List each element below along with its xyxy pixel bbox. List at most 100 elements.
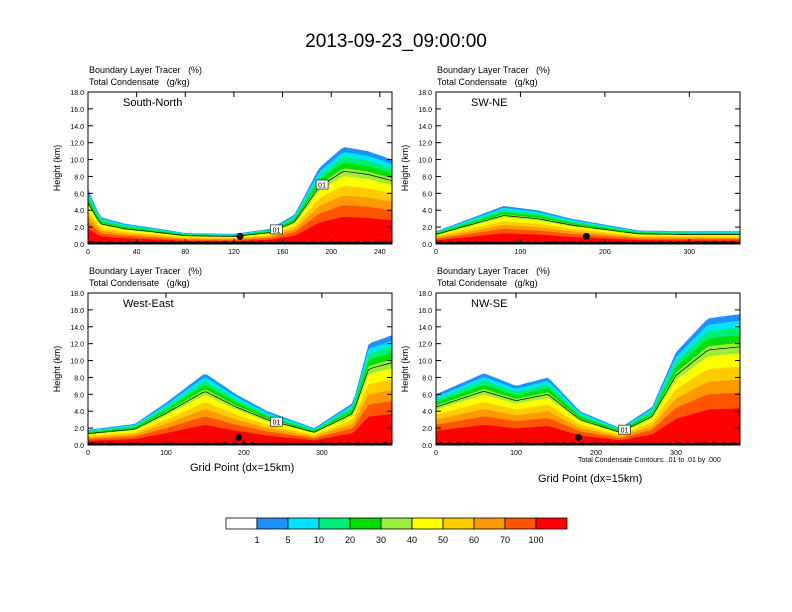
y-tick-label: 6.0 bbox=[74, 191, 84, 198]
contour-label: 01 bbox=[621, 428, 629, 435]
y-tick-label: 12.0 bbox=[418, 141, 432, 148]
x-tick-label: 100 bbox=[515, 249, 527, 256]
colorbar-label: 10 bbox=[314, 535, 324, 545]
y-tick-label: 14.0 bbox=[70, 124, 84, 131]
colorbar-swatch bbox=[473, 517, 506, 530]
y-tick-label: 14.0 bbox=[418, 124, 432, 131]
colorbar-label: 100 bbox=[528, 535, 543, 545]
y-tick-label: 16.0 bbox=[418, 308, 432, 315]
y-tick-label: 0.0 bbox=[74, 443, 84, 450]
x-tick-label: 240 bbox=[374, 249, 386, 256]
contour-label-box bbox=[270, 416, 283, 427]
y-tick-label: 2.0 bbox=[422, 225, 432, 232]
tracer-band-10 bbox=[88, 414, 392, 445]
condensate-contour bbox=[436, 346, 740, 433]
x-tick-label: 100 bbox=[510, 450, 522, 457]
terrain bbox=[436, 241, 740, 244]
y-tick-label: 6.0 bbox=[422, 392, 432, 399]
condensate-label: Total Condensate bbox=[437, 278, 508, 288]
colorbar-swatch bbox=[504, 517, 537, 530]
tracer-band-10 bbox=[88, 216, 392, 244]
tracer-label: Boundary Layer Tracer bbox=[437, 266, 529, 276]
terrain bbox=[88, 241, 392, 244]
y-tick-label: 10.0 bbox=[418, 359, 432, 366]
condensate-label: Total Condensate bbox=[89, 278, 160, 288]
y-tick-label: 0.0 bbox=[422, 443, 432, 450]
colorbar-swatch bbox=[225, 517, 258, 530]
location-marker bbox=[234, 433, 242, 441]
y-tick-label: 18.0 bbox=[70, 90, 84, 97]
panel-title: West-East bbox=[123, 298, 174, 310]
x-tick-label: 200 bbox=[325, 249, 337, 256]
y-tick-label: 8.0 bbox=[422, 375, 432, 382]
y-tick-label: 14.0 bbox=[418, 325, 432, 332]
y-tick-label: 2.0 bbox=[74, 426, 84, 433]
tracer-label: Boundary Layer Tracer bbox=[437, 65, 529, 75]
x-tick-label: 100 bbox=[160, 450, 172, 457]
colorbar-swatch bbox=[318, 517, 351, 530]
contour-label-box bbox=[315, 179, 329, 190]
y-tick-label: 12.0 bbox=[418, 342, 432, 349]
y-tick-label: 4.0 bbox=[74, 409, 84, 416]
y-axis-title: Height (km) bbox=[52, 346, 62, 393]
y-axis-title: Height (km) bbox=[52, 145, 62, 192]
colorbar-label: 50 bbox=[438, 535, 448, 545]
panel1-label: Boundary Layer Tracer (%) Total Condensa… bbox=[89, 64, 202, 88]
panel-3: 01 West-East 0.0 2.0 4.0 6.0 8.0 10.0 12.0 14.0 16… bbox=[52, 291, 393, 457]
y-tick-label: 16.0 bbox=[70, 308, 84, 315]
condensate-contour bbox=[88, 362, 392, 434]
y-tick-label: 4.0 bbox=[422, 409, 432, 416]
contour-note: Total Condensate Contours: .01 to .01 by… bbox=[578, 457, 721, 464]
x-tick-label: 0 bbox=[86, 249, 90, 256]
tracer-label: Boundary Layer Tracer bbox=[89, 266, 181, 276]
colorbar-label: 40 bbox=[407, 535, 417, 545]
y-tick-label: 12.0 bbox=[70, 342, 84, 349]
plot-frame bbox=[435, 91, 741, 245]
colorbar-label: 1 bbox=[254, 535, 259, 545]
colorbar-swatch bbox=[349, 517, 382, 530]
y-tick-label: 0.0 bbox=[74, 242, 84, 249]
colorbar-label: 70 bbox=[500, 535, 510, 545]
panel-2: SW-NE 0.0 2.0 4.0 6.0 8.0 10.0 12.0 14.0 16.0 18.0… bbox=[400, 90, 741, 256]
x-tick-label: 40 bbox=[133, 249, 141, 256]
condensate-contour bbox=[436, 215, 740, 235]
panel-title: South-North bbox=[123, 97, 182, 109]
tracer-unit: (%) bbox=[536, 266, 551, 276]
condensate-unit: (g/kg) bbox=[166, 278, 190, 288]
panel2-label: Boundary Layer Tracer (%) Total Condensa… bbox=[437, 64, 550, 88]
colorbar-swatch bbox=[380, 517, 413, 530]
y-tick-label: 18.0 bbox=[418, 90, 432, 97]
x-axis-title-right: Grid Point (dx=15km) bbox=[538, 473, 643, 485]
contour-label-box bbox=[618, 424, 631, 435]
panel-title: NW-SE bbox=[471, 298, 507, 310]
x-tick-label: 200 bbox=[238, 450, 250, 457]
tracer-field bbox=[436, 206, 740, 244]
x-axis-title-left: Grid Point (dx=15km) bbox=[190, 462, 295, 474]
tracer-field: 01 bbox=[436, 314, 740, 445]
y-tick-label: 8.0 bbox=[74, 375, 84, 382]
condensate-label: Total Condensate bbox=[437, 77, 508, 87]
y-tick-label: 12.0 bbox=[70, 141, 84, 148]
y-axis-title: Height (km) bbox=[400, 145, 410, 192]
colorbar-label: 20 bbox=[345, 535, 355, 545]
tracer-unit: (%) bbox=[188, 266, 203, 276]
y-tick-label: 6.0 bbox=[74, 392, 84, 399]
panel3-label: Boundary Layer Tracer (%) Total Condensa… bbox=[89, 265, 202, 289]
x-tick-label: 120 bbox=[228, 249, 240, 256]
condensate-unit: (g/kg) bbox=[166, 77, 190, 87]
colorbar-swatch bbox=[287, 517, 320, 530]
colorbar-swatch bbox=[442, 517, 475, 530]
location-marker bbox=[574, 433, 582, 441]
y-tick-label: 2.0 bbox=[74, 225, 84, 232]
colorbar-label: 5 bbox=[285, 535, 290, 545]
contour-label: 01 bbox=[273, 420, 281, 427]
location-marker bbox=[236, 232, 244, 240]
y-tick-label: 8.0 bbox=[422, 174, 432, 181]
condensate-label: Total Condensate bbox=[89, 77, 160, 87]
y-tick-label: 18.0 bbox=[70, 291, 84, 298]
y-tick-label: 0.0 bbox=[422, 242, 432, 249]
y-tick-label: 6.0 bbox=[422, 191, 432, 198]
x-tick-label: 200 bbox=[590, 450, 602, 457]
page-title: 2013-09-23_09:00:00 bbox=[305, 31, 487, 52]
